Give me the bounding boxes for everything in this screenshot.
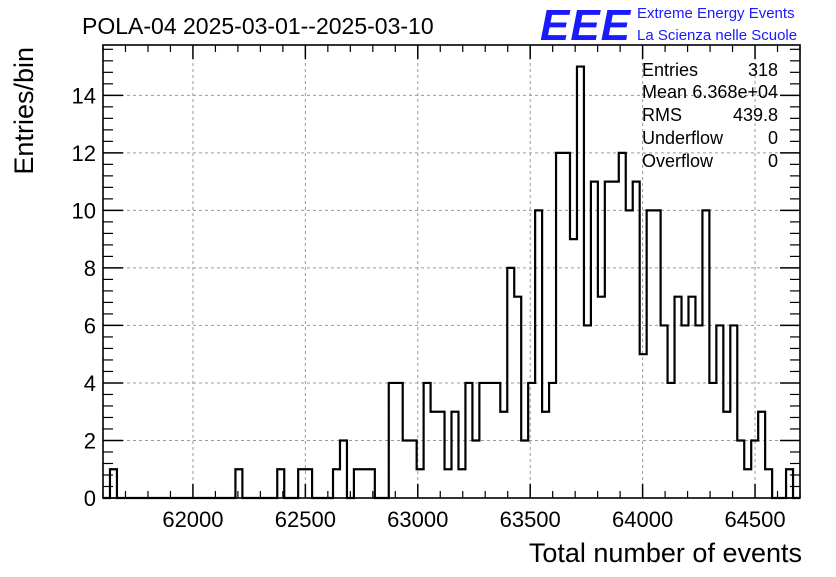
y-tick-label: 10 [72, 198, 96, 223]
grid-layer [103, 45, 800, 498]
stats-rms-value: 439.8 [733, 105, 778, 125]
logo-line-2: La Scienza nelle Scuole [637, 27, 797, 44]
x-tick-label: 64000 [612, 507, 673, 532]
x-tick-label: 62000 [162, 507, 223, 532]
stats-entries-label: Entries [642, 60, 698, 80]
y-tick-label: 4 [84, 371, 96, 396]
stats-overflow-value: 0 [768, 151, 778, 171]
x-axis-label: Total number of events [529, 538, 802, 568]
y-tick-label: 14 [72, 83, 96, 108]
plot-frame [102, 44, 801, 499]
chart-title: POLA-04 2025-03-01--2025-03-10 [82, 13, 434, 39]
y-tick-label: 8 [84, 256, 96, 281]
y-tick-label: 0 [84, 486, 96, 511]
stats-entries-value: 318 [748, 60, 778, 80]
ticks-layer [102, 45, 801, 499]
stats-rms-label: RMS [642, 105, 682, 125]
x-tick-label: 63500 [500, 507, 561, 532]
stats-box: Entries 318 Mean 6.368e+04 RMS 439.8 Und… [642, 60, 778, 171]
stats-mean-label: Mean [642, 82, 687, 102]
y-tick-label: 2 [84, 428, 96, 453]
stats-underflow-label: Underflow [642, 128, 724, 148]
stats-overflow-label: Overflow [642, 151, 714, 171]
tick-labels-layer: 62000 62500 63000 63500 64000 64500 0 2 4 6 8 10 12 1… [72, 83, 786, 532]
eee-logo: EEE [540, 1, 632, 50]
x-tick-label: 62500 [275, 507, 336, 532]
y-tick-label: 6 [84, 313, 96, 338]
y-axis-label: Entries/bin [9, 47, 39, 175]
x-tick-label: 63000 [387, 507, 448, 532]
logo-line-1: Extreme Energy Events [637, 5, 795, 22]
y-tick-label: 12 [72, 141, 96, 166]
x-tick-label: 64500 [724, 507, 785, 532]
stats-mean-value: 6.368e+04 [692, 82, 778, 102]
stats-underflow-value: 0 [768, 128, 778, 148]
